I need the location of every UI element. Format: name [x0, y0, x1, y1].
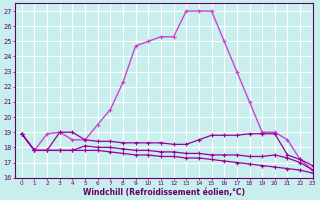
X-axis label: Windchill (Refroidissement éolien,°C): Windchill (Refroidissement éolien,°C)	[83, 188, 245, 197]
